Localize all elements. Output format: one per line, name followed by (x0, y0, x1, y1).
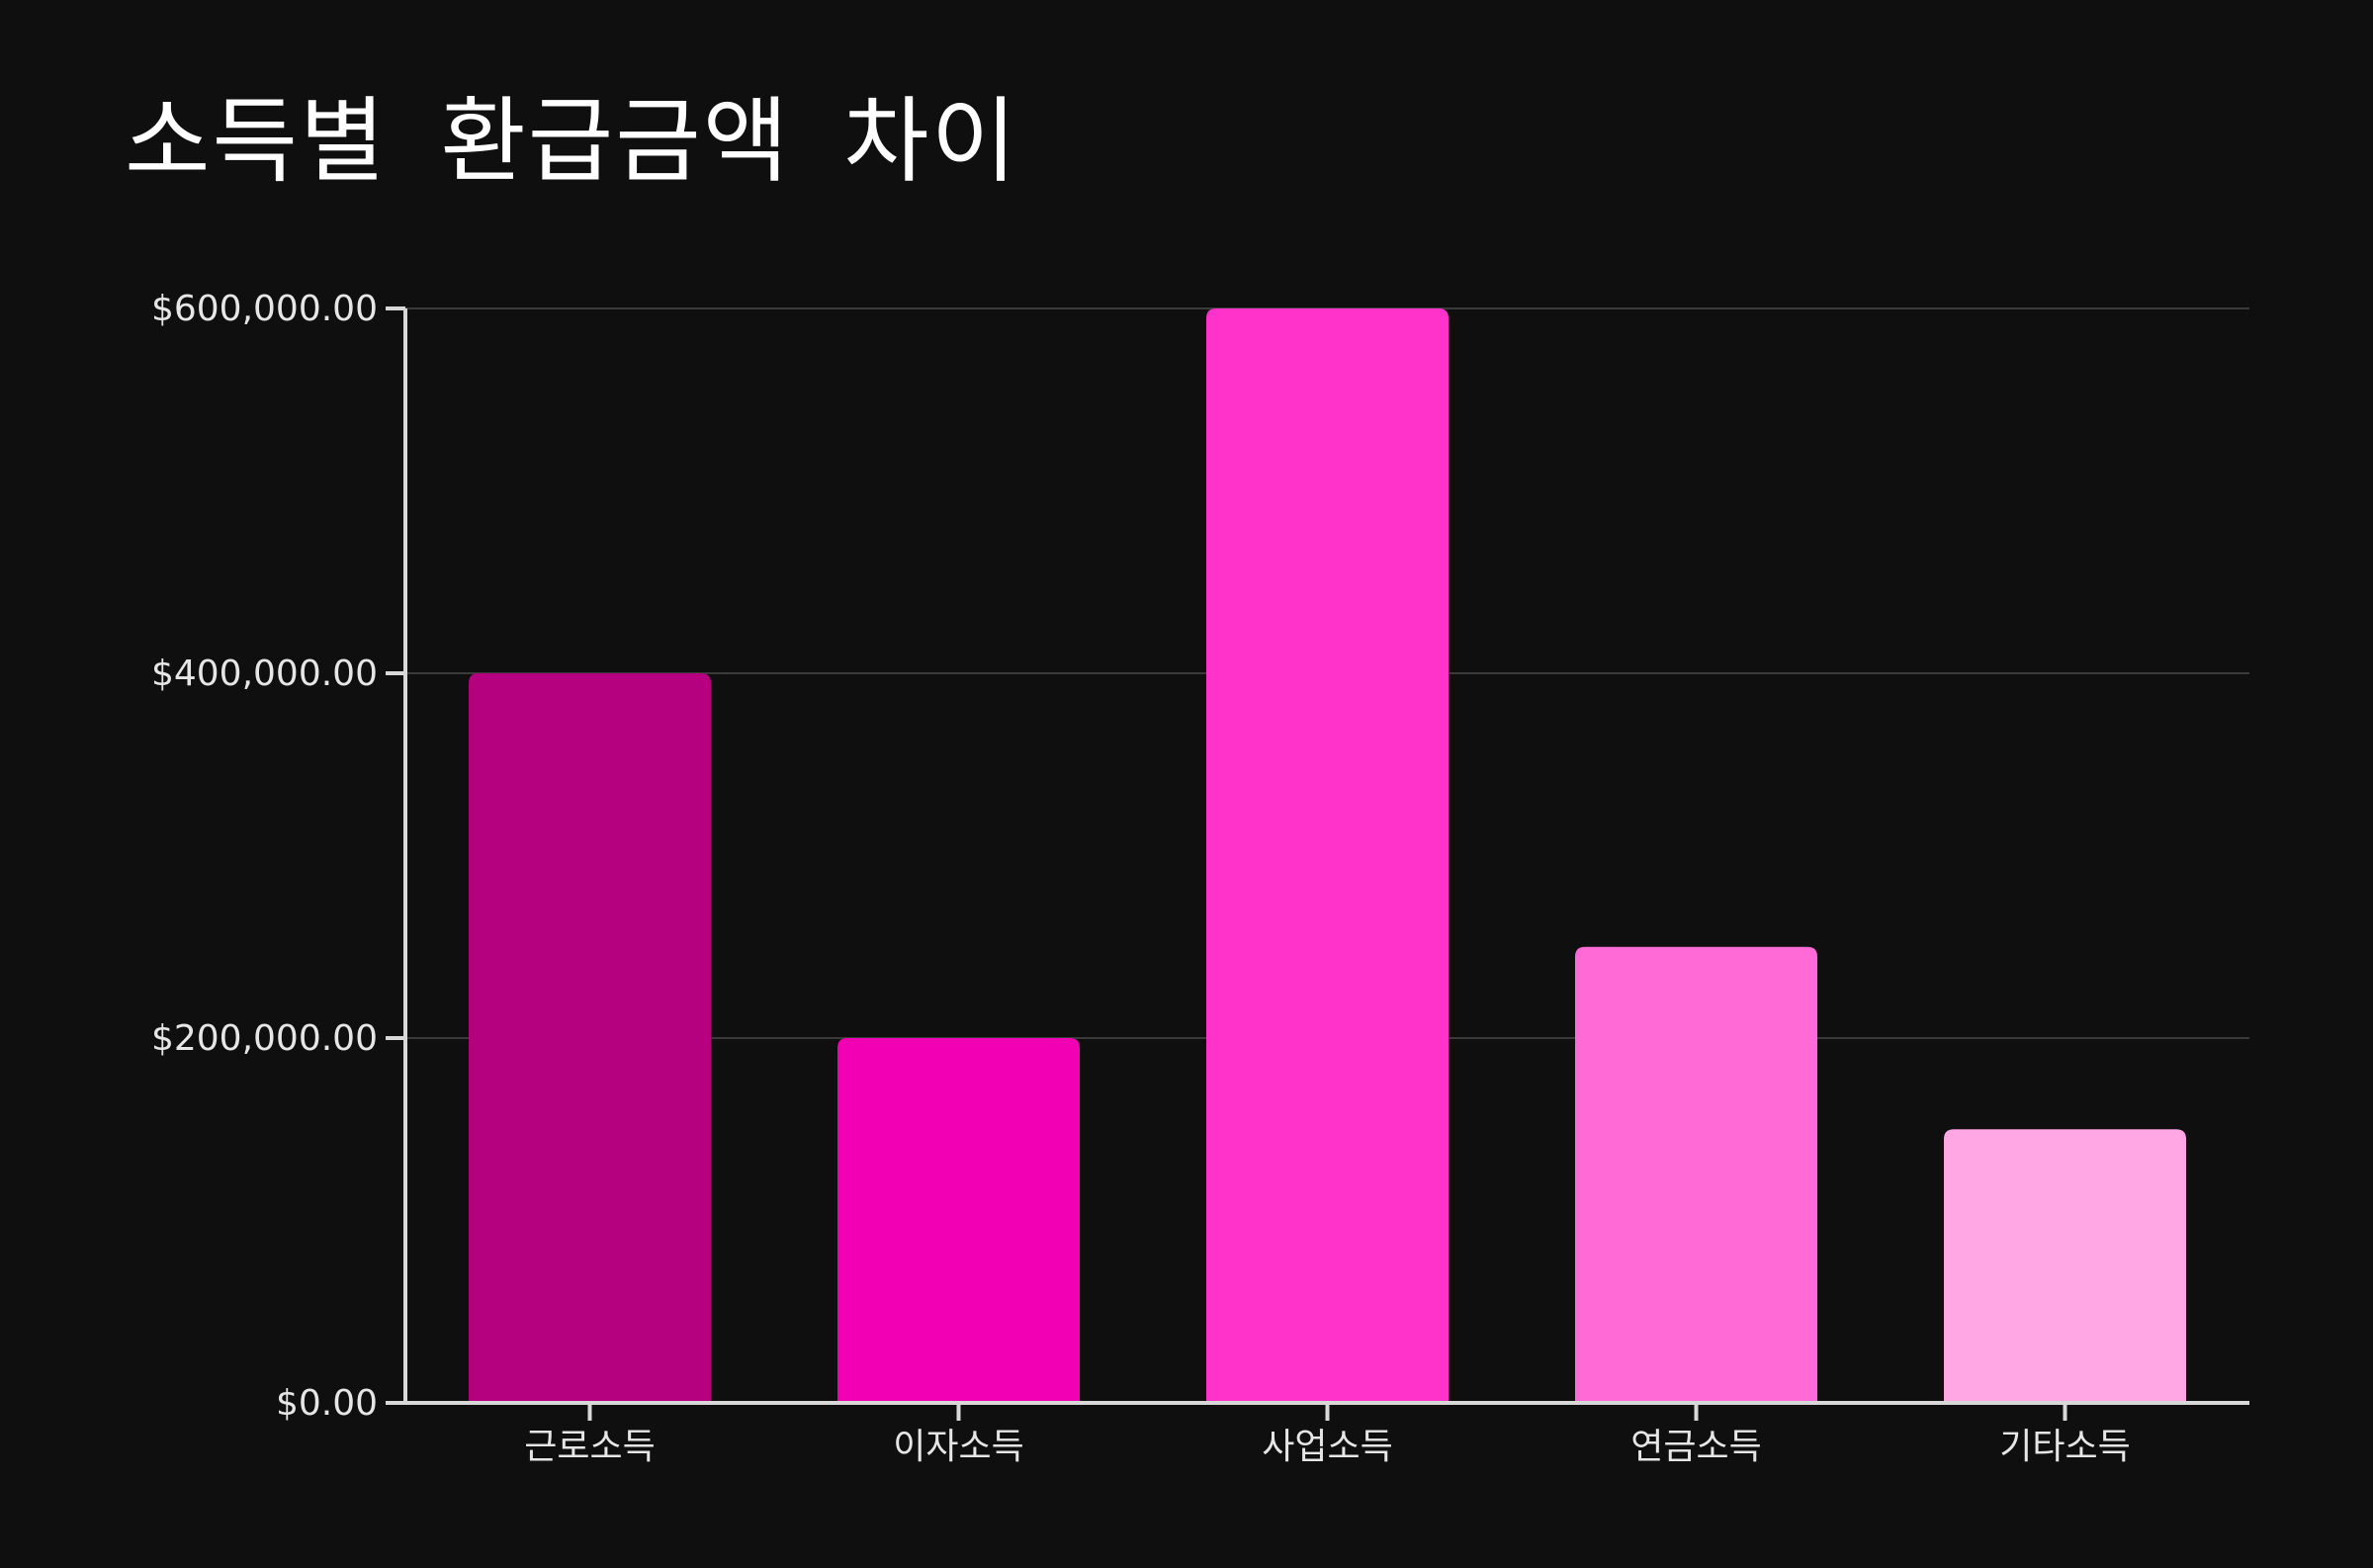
x-tick-label: 연금소득 (1630, 1427, 1761, 1467)
bar (1206, 308, 1449, 1403)
x-tick-label: 사업소득 (1262, 1427, 1392, 1467)
bar (469, 673, 711, 1403)
bars (469, 308, 2186, 1403)
x-tick-label: 근로소득 (524, 1427, 655, 1467)
bar (1575, 946, 1817, 1403)
tick-labels: $0.00 $200,000.00 $400,000.00 $600,000.00 근로… (151, 289, 2131, 1467)
bar (837, 1038, 1080, 1403)
x-tick-label: 이자소득 (893, 1427, 1023, 1467)
axes (386, 306, 2249, 1421)
bar (1944, 1129, 2186, 1403)
x-tick-label: 기타소득 (1999, 1427, 2130, 1467)
y-tick-label: $200,000.00 (151, 1018, 378, 1059)
y-tick-label: $600,000.00 (151, 289, 378, 329)
y-tick-label: $400,000.00 (151, 653, 378, 694)
y-tick-label: $0.00 (276, 1383, 378, 1424)
chart-title: 소득별 환급금액 차이 (125, 88, 1019, 196)
